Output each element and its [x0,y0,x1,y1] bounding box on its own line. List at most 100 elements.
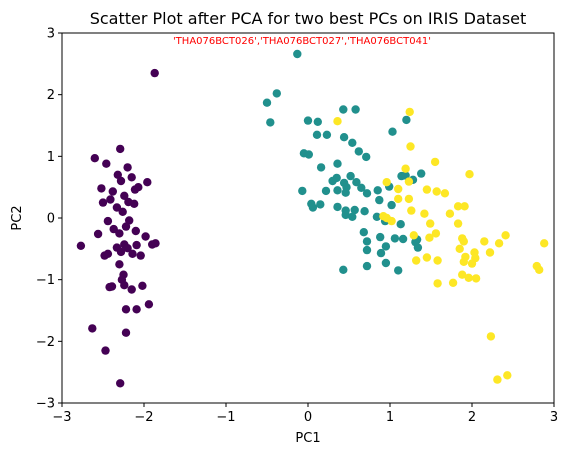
data-point-s0-43 [120,281,129,290]
data-point-s1-38 [375,195,384,205]
data-point-s0-3 [102,159,111,168]
data-point-s1-57 [381,242,391,251]
data-point-s0-36 [116,247,126,257]
data-point-s1-15 [362,152,371,162]
data-point-s0-51 [88,324,97,333]
data-point-s2-44 [535,265,544,274]
data-point-s0-16 [112,203,122,212]
data-point-s2-33 [455,244,464,253]
data-point-s1-63 [381,258,391,268]
data-point-s2-10 [432,187,441,196]
data-point-s1-45 [350,205,359,215]
data-point-s0-5 [113,170,123,179]
data-point-s0-14 [106,195,115,204]
chart-annotation: 'THA076BCT026','THA076BCT027','THA076BCT… [173,36,431,47]
data-point-s2-1 [333,117,342,126]
data-point-s1-60 [362,245,372,255]
data-point-s2-25 [409,231,418,240]
data-point-s1-32 [417,169,426,178]
data-point-s1-11 [322,130,332,139]
data-point-s0-13 [120,191,129,200]
x-tick-label: 1 [386,410,394,425]
data-point-s1-33 [298,186,307,196]
data-point-s1-6 [339,105,348,114]
data-point-s0-18 [118,207,127,216]
data-point-s1-0 [293,49,302,59]
data-point-s0-9 [116,176,126,186]
data-point-s1-66 [413,243,423,252]
data-point-s1-46 [360,207,369,216]
x-tick-label: −3 [52,410,71,425]
plot-frame [61,32,555,404]
data-point-s2-9 [422,185,432,194]
data-point-s1-36 [341,188,350,197]
data-point-s2-32 [540,239,549,248]
data-point-s1-42 [316,200,325,209]
data-point-s2-17 [420,209,429,218]
data-point-s2-30 [480,237,489,246]
data-point-s1-1 [272,89,281,98]
data-point-s0-12 [134,183,143,192]
data-point-s2-14 [453,202,463,211]
data-point-s1-52 [359,228,368,237]
data-point-s2-47 [471,274,481,283]
data-point-s1-39 [387,200,396,210]
data-point-s1-2 [262,98,272,107]
data-point-s0-52 [121,328,131,337]
data-point-s2-23 [453,219,463,228]
data-point-s1-14 [354,147,363,156]
data-point-s0-29 [151,239,160,248]
data-point-s2-22 [426,219,435,228]
data-point-s0-48 [144,300,154,309]
data-point-s0-1 [116,144,125,154]
data-point-s1-17 [304,150,313,159]
data-point-s0-40 [115,260,124,269]
data-point-s1-51 [396,220,405,229]
data-point-s2-15 [460,202,469,211]
x-tick-label: −2 [134,410,153,425]
x-tick-label: 0 [304,410,312,425]
data-point-s0-22 [121,222,131,231]
data-point-s1-64 [339,265,348,274]
data-point-s0-39 [100,251,109,260]
data-point-s2-12 [394,194,403,204]
y-tick-label: 1 [47,150,55,165]
x-axis-label: PC1 [295,431,320,446]
points-layer [76,49,549,388]
data-point-s1-12 [339,133,349,142]
data-point-s2-50 [486,332,496,341]
data-point-s2-51 [493,375,502,384]
data-point-s0-6 [127,173,136,182]
data-point-s1-35 [333,186,342,195]
data-point-s2-42 [467,259,477,268]
data-point-s1-7 [351,105,360,114]
data-point-s0-37 [128,249,137,258]
data-point-s2-24 [431,229,441,238]
data-point-s2-8 [394,184,403,194]
data-point-s2-2 [406,142,415,151]
data-point-s2-52 [503,371,512,380]
data-point-s1-49 [372,212,382,221]
data-point-s1-47 [348,212,357,221]
y-tick-label: 3 [47,27,55,42]
data-point-s0-45 [105,282,114,292]
data-point-s1-27 [373,186,382,195]
data-point-s0-0 [150,68,159,78]
data-point-s0-32 [132,240,141,250]
data-point-s0-2 [90,154,100,163]
data-point-s0-4 [123,163,132,172]
data-point-s1-54 [390,234,400,243]
data-point-s1-59 [376,248,386,258]
data-point-s1-53 [376,232,385,242]
y-axis-label: PC2 [10,205,25,230]
data-point-s2-4 [465,170,474,179]
data-point-s0-10 [143,178,152,187]
data-point-s2-39 [412,256,421,265]
data-point-s1-10 [312,130,322,139]
data-point-s2-21 [387,216,396,226]
data-point-s2-46 [464,273,473,282]
data-point-s2-7 [382,178,391,187]
data-point-s2-31 [494,239,504,248]
data-point-s2-29 [459,237,468,246]
